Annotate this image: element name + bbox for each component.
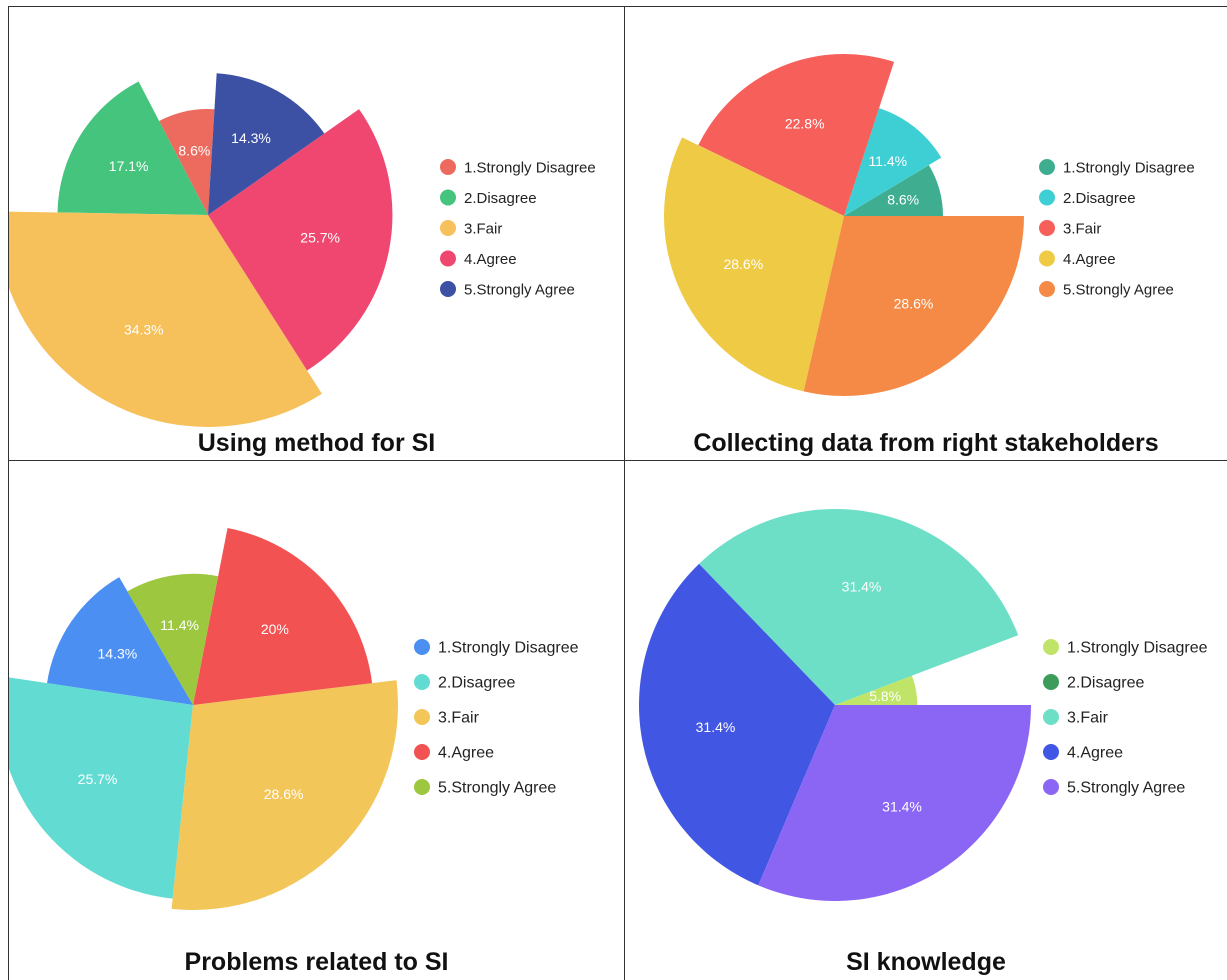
legend-label-3: 3.Fair [1063, 221, 1101, 238]
slice-label-2: 17.1% [109, 158, 149, 174]
legend-marker-4 [1043, 744, 1059, 760]
legend-label-4: 4.Agree [1063, 251, 1116, 268]
slice-label-4: 31.4% [696, 719, 736, 735]
chart-collecting-data-svg: 8.6% 11.4% 22.8% 28.6% 28.6% 1.Strongly Disag… [664, 54, 1195, 397]
legend-label-2: 2.Disagree [464, 190, 537, 207]
legend-marker-1 [414, 639, 430, 655]
legend-label-4: 4.Agree [438, 745, 494, 762]
chart-title: Using method for SI [197, 429, 436, 457]
legend-marker-1 [440, 159, 456, 175]
chart-problems-svg: 14.3% 25.7% 28.6% 20% 11.4% 1.Strongly Disagr… [8, 527, 579, 910]
slice-1 [159, 108, 215, 215]
legend-label-2: 2.Disagree [1063, 190, 1136, 207]
slice-2 [844, 108, 942, 216]
slice-label-5: 31.4% [882, 798, 922, 814]
legend-label-2: 2.Disagree [438, 675, 515, 692]
chart-collecting-data: 8.6% 11.4% 22.8% 28.6% 28.6% 1.Strongly Disag… [625, 7, 1227, 461]
slice-4 [664, 137, 844, 392]
slice-3 [8, 211, 322, 428]
slice-label-4: 20% [261, 621, 289, 637]
legend-marker-3 [1039, 220, 1055, 236]
slice-label-1: 8.6% [178, 143, 210, 159]
legend-marker-1 [1039, 159, 1055, 175]
legend-marker-5 [440, 281, 456, 297]
legend-marker-5 [1039, 281, 1055, 297]
legend-marker-4 [414, 744, 430, 760]
legend-label-5: 5.Strongly Agree [1063, 282, 1174, 299]
legend-marker-2 [414, 674, 430, 690]
slice-label-5: 28.6% [894, 295, 934, 311]
chart-using-method: 8.6% 17.1% 34.3% 25.7% 14.3% 1.Strongly Disag… [8, 7, 625, 461]
legend-label-5: 5.Strongly Agree [464, 282, 575, 299]
slice-label-4: 25.7% [300, 229, 340, 245]
slice-4 [638, 563, 835, 886]
slice-3 [699, 509, 1019, 705]
legend-label-1: 1.Strongly Disagree [438, 640, 579, 657]
slice-label-5: 14.3% [231, 130, 271, 146]
slice-5 [803, 216, 1024, 397]
slice-label-3: 22.8% [785, 116, 825, 132]
legend-label-1: 1.Strongly Disagree [464, 160, 596, 177]
legend-marker-2 [440, 189, 456, 206]
slice-label-2: 25.7% [78, 771, 118, 787]
slice-label-3: 28.6% [264, 786, 304, 802]
slice-3 [698, 54, 895, 217]
chart-problems: 14.3% 25.7% 28.6% 20% 11.4% 1.Strongly Disagr… [8, 461, 625, 980]
legend-marker-3 [440, 220, 456, 236]
slice-1 [835, 675, 918, 705]
slice-5 [208, 73, 325, 215]
legend-marker-1 [1043, 639, 1059, 655]
divider-vertical [624, 6, 625, 980]
outer-border-top [8, 6, 1227, 7]
slice-label-1: 14.3% [98, 645, 138, 661]
slice-2 [8, 677, 193, 899]
legend-marker-4 [1039, 250, 1055, 267]
slice-label-1: 8.6% [887, 192, 919, 208]
slice-4 [193, 527, 373, 705]
legend-label-1: 1.Strongly Disagree [1067, 640, 1208, 657]
slice-label-3: 34.3% [124, 322, 164, 338]
slice-label-2: 11.4% [868, 153, 907, 169]
outer-border-left [8, 6, 9, 980]
divider-horizontal [8, 460, 1227, 461]
legend-label-4: 4.Agree [1067, 745, 1123, 762]
legend-label-3: 3.Fair [464, 221, 502, 238]
slice-label-4: 28.6% [723, 256, 763, 272]
chart-using-method-svg: 8.6% 17.1% 34.3% 25.7% 14.3% 1.Strongly Disag… [8, 73, 596, 428]
slice-2 [57, 81, 209, 216]
slice-label-1: 5.8% [869, 688, 901, 704]
legend-label-3: 3.Fair [438, 710, 480, 727]
legend-label-2: 2.Disagree [1067, 675, 1144, 692]
legend-label-5: 5.Strongly Agree [1067, 780, 1185, 797]
chart-title: SI knowledge [846, 948, 1006, 976]
legend-marker-2 [1043, 674, 1059, 690]
chart-title: Collecting data from right stakeholders [693, 429, 1159, 457]
slice-label-5: 11.4% [160, 617, 199, 633]
chart-si-knowledge: 5.8% 31.4% 31.4% 31.4% 1.Strongly Disagree 2.… [625, 461, 1227, 980]
legend-marker-2 [1039, 189, 1055, 206]
slice-5 [758, 705, 1031, 901]
legend-label-3: 3.Fair [1067, 710, 1109, 727]
legend-marker-5 [414, 779, 430, 795]
legend-marker-5 [1043, 779, 1059, 795]
slice-1 [47, 577, 193, 705]
chart-si-knowledge-svg: 5.8% 31.4% 31.4% 31.4% 1.Strongly Disagree 2.… [638, 509, 1208, 901]
legend-label-5: 5.Strongly Agree [438, 780, 556, 797]
legend-marker-3 [1043, 709, 1059, 725]
legend-marker-3 [414, 709, 430, 725]
legend-label-4: 4.Agree [464, 251, 517, 268]
legend-marker-4 [440, 250, 456, 267]
slice-5 [127, 573, 219, 705]
chart-title: Problems related to SI [184, 948, 449, 976]
slice-1 [844, 165, 943, 216]
slice-3 [171, 680, 399, 910]
legend-label-1: 1.Strongly Disagree [1063, 160, 1195, 177]
slice-4 [208, 109, 393, 371]
slice-label-3: 31.4% [842, 578, 882, 594]
